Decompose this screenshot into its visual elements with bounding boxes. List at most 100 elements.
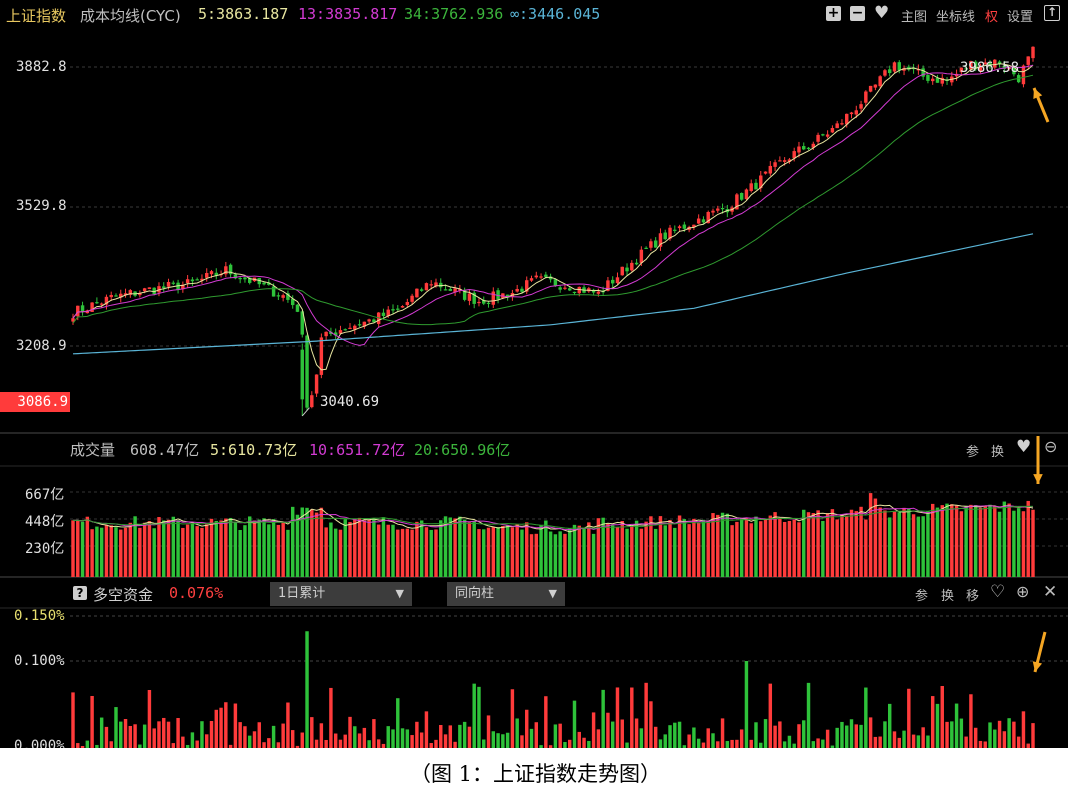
candle-body [400, 306, 405, 308]
volume-bar [634, 520, 639, 577]
volume-bar [754, 516, 758, 577]
capital-bar [1012, 721, 1016, 748]
volume-bar [448, 517, 453, 577]
candle-body [1031, 46, 1035, 59]
candle-body [902, 68, 906, 71]
volume-bar [653, 528, 658, 577]
capital-bar [911, 734, 916, 748]
volume-bar [797, 522, 801, 577]
heart-icon[interactable]: ♥ [874, 3, 890, 23]
volume-bar [682, 519, 687, 577]
volume-bar [271, 519, 276, 577]
axis-line-button[interactable]: 坐标线 [936, 10, 976, 25]
candle-body [816, 134, 820, 142]
capital-bar [596, 729, 601, 748]
indicator-name[interactable]: 成本均线(CYC) [80, 7, 181, 25]
capital-heart-icon[interactable]: ♡ [990, 582, 1006, 602]
ma-inf-value: ∞:3446.045 [510, 5, 601, 23]
candle-body [835, 123, 839, 129]
capital-bar [811, 741, 816, 748]
volume-bar [930, 503, 935, 577]
capital-param-button[interactable]: 参 [915, 589, 929, 604]
cumulative-dropdown[interactable]: 1日累计 ▼ [270, 582, 412, 606]
candle-body [482, 299, 486, 304]
capital-bar [482, 739, 486, 748]
candle-body [310, 395, 314, 408]
candle-body [300, 311, 304, 335]
volume-bar [185, 524, 190, 577]
capital-move-button[interactable]: 移 [966, 589, 980, 604]
candle-body [324, 331, 328, 337]
capital-zoom-icon[interactable]: ⊕ [1016, 582, 1030, 601]
capital-bar [687, 734, 691, 748]
candle-body [1007, 67, 1011, 69]
volume-heart-icon[interactable]: ♥ [1016, 437, 1032, 457]
minus-icon[interactable]: − [850, 5, 865, 21]
capital-bar [162, 717, 166, 748]
capital-bar [716, 741, 720, 748]
help-icon[interactable]: ? [73, 586, 87, 600]
volume-bar [988, 504, 992, 577]
candle-body [534, 275, 539, 278]
candle-body [271, 286, 276, 297]
volume-bar [157, 517, 161, 577]
capital-bar [1021, 711, 1026, 748]
volume-bar [868, 493, 873, 577]
volume-param-button[interactable]: 参 [966, 445, 980, 460]
capital-bar [892, 731, 897, 748]
candle-body [692, 224, 696, 228]
capital-bar [310, 717, 314, 748]
candle-body [630, 262, 634, 271]
volume-switch-button[interactable]: 换 [991, 445, 1005, 460]
volume-y-tick: 667亿 [25, 487, 65, 503]
add-icon[interactable]: + [826, 5, 841, 21]
capital-y-tick: 0.150% [14, 608, 65, 624]
index-name[interactable]: 上证指数 [6, 7, 67, 25]
export-icon[interactable]: ↑ [1044, 5, 1060, 21]
volume-bar [926, 511, 930, 577]
volume-bar [95, 526, 99, 577]
settings-button[interactable]: 设置 [1007, 10, 1034, 25]
volume-zoom-icon[interactable]: ⊖ [1044, 437, 1058, 456]
candle-body [462, 289, 467, 300]
candle-body [205, 272, 209, 278]
candle-body [849, 112, 854, 115]
capital-bar [825, 729, 830, 748]
candle-body [95, 302, 99, 304]
volume-bar [887, 517, 892, 577]
candle-body [410, 295, 414, 302]
volume-bar [376, 524, 381, 577]
capital-bar [467, 726, 472, 748]
volume-bar [419, 520, 424, 577]
volume-bar [973, 504, 978, 577]
candle-body [993, 59, 997, 68]
candle-body [720, 208, 725, 210]
capital-bar [988, 722, 992, 748]
capital-close-icon[interactable]: ✕ [1043, 582, 1058, 602]
candle-body [1002, 65, 1007, 69]
candle-body [983, 62, 987, 65]
capital-bar [329, 687, 333, 748]
volume-bar [171, 516, 176, 577]
candle-body [754, 182, 758, 190]
volume-bar [873, 498, 878, 577]
capital-switch-button[interactable]: 换 [941, 589, 955, 604]
candle-body [224, 266, 228, 275]
capital-bar [582, 737, 586, 748]
capital-bar [525, 709, 529, 748]
capital-bar [644, 682, 648, 748]
volume-bar [744, 517, 749, 577]
bar-mode-dropdown[interactable]: 同向柱 ▼ [447, 582, 565, 606]
volume-bar [147, 521, 152, 577]
capital-bar [534, 722, 539, 748]
volume-bar [945, 503, 949, 577]
rights-button[interactable]: 权 [985, 10, 999, 25]
candle-body [873, 84, 878, 88]
volume-bar [434, 529, 438, 577]
volume-bar [778, 518, 782, 577]
volume-title: 成交量 [70, 441, 116, 459]
candle-body [567, 288, 572, 291]
candle-body [520, 288, 524, 292]
volume-bar [835, 519, 839, 577]
main-chart-button[interactable]: 主图 [901, 10, 928, 25]
